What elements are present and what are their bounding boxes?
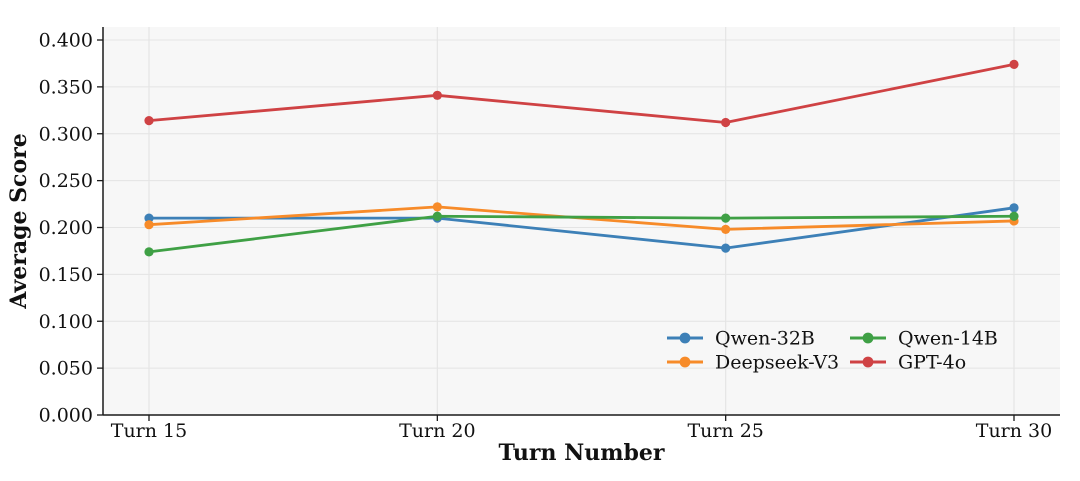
- legend-label: Deepseek-V3: [715, 352, 839, 374]
- data-point-qwen-32b: [721, 243, 731, 253]
- y-axis-title: Average Score: [6, 133, 32, 309]
- data-point-qwen-14b: [432, 211, 442, 221]
- legend-label: Qwen-32B: [715, 328, 815, 350]
- plot-area-background: [103, 27, 1060, 415]
- legend-label: Qwen-14B: [898, 328, 998, 350]
- data-point-gpt-4o: [432, 90, 442, 100]
- y-tick-label: 0.050: [39, 358, 93, 380]
- legend-item-gpt-4o: GPT-4o: [850, 352, 966, 374]
- x-tick-label: Turn 25: [687, 420, 763, 442]
- data-point-qwen-14b: [721, 213, 731, 223]
- data-point-gpt-4o: [1009, 59, 1019, 69]
- y-tick-label: 0.100: [39, 311, 93, 333]
- legend-item-qwen-14b: Qwen-14B: [850, 328, 998, 350]
- x-tick-label: Turn 30: [976, 420, 1052, 442]
- data-point-gpt-4o: [144, 116, 154, 126]
- series-line-qwen-32b: [147, 206, 1016, 250]
- x-axis-title: Turn Number: [499, 440, 665, 466]
- data-point-qwen-32b: [1009, 203, 1019, 213]
- legend-dot-swatch: [679, 332, 691, 344]
- data-point-qwen-14b: [1009, 211, 1019, 221]
- x-tick-label: Turn 15: [111, 420, 187, 442]
- legend-dot-swatch: [862, 332, 874, 344]
- data-point-deepseek-v3: [432, 202, 442, 212]
- data-point-qwen-14b: [144, 247, 154, 257]
- data-point-gpt-4o: [721, 117, 731, 128]
- y-tick-label: 0.000: [39, 405, 93, 427]
- y-tick-label: 0.300: [39, 123, 93, 145]
- y-tick-label: 0.250: [39, 170, 93, 192]
- data-point-qwen-32b: [144, 213, 154, 223]
- data-point-deepseek-v3: [144, 220, 154, 230]
- legend-dot-swatch: [862, 356, 874, 368]
- legend-item-qwen-32b: Qwen-32B: [667, 328, 815, 350]
- legend-label: GPT-4o: [898, 352, 966, 374]
- y-tick-label: 0.400: [39, 30, 93, 52]
- series-line-qwen-14b: [147, 214, 1016, 254]
- legend-item-deepseek-v3: Deepseek-V3: [667, 352, 839, 374]
- data-point-deepseek-v3: [721, 224, 731, 234]
- series-line-gpt-4o: [147, 62, 1016, 124]
- legend-dot-swatch: [679, 356, 691, 368]
- y-tick-label: 0.200: [39, 217, 93, 239]
- y-tick-label: 0.150: [39, 264, 93, 286]
- x-tick-label: Turn 20: [399, 420, 475, 442]
- y-tick-label: 0.350: [39, 76, 93, 98]
